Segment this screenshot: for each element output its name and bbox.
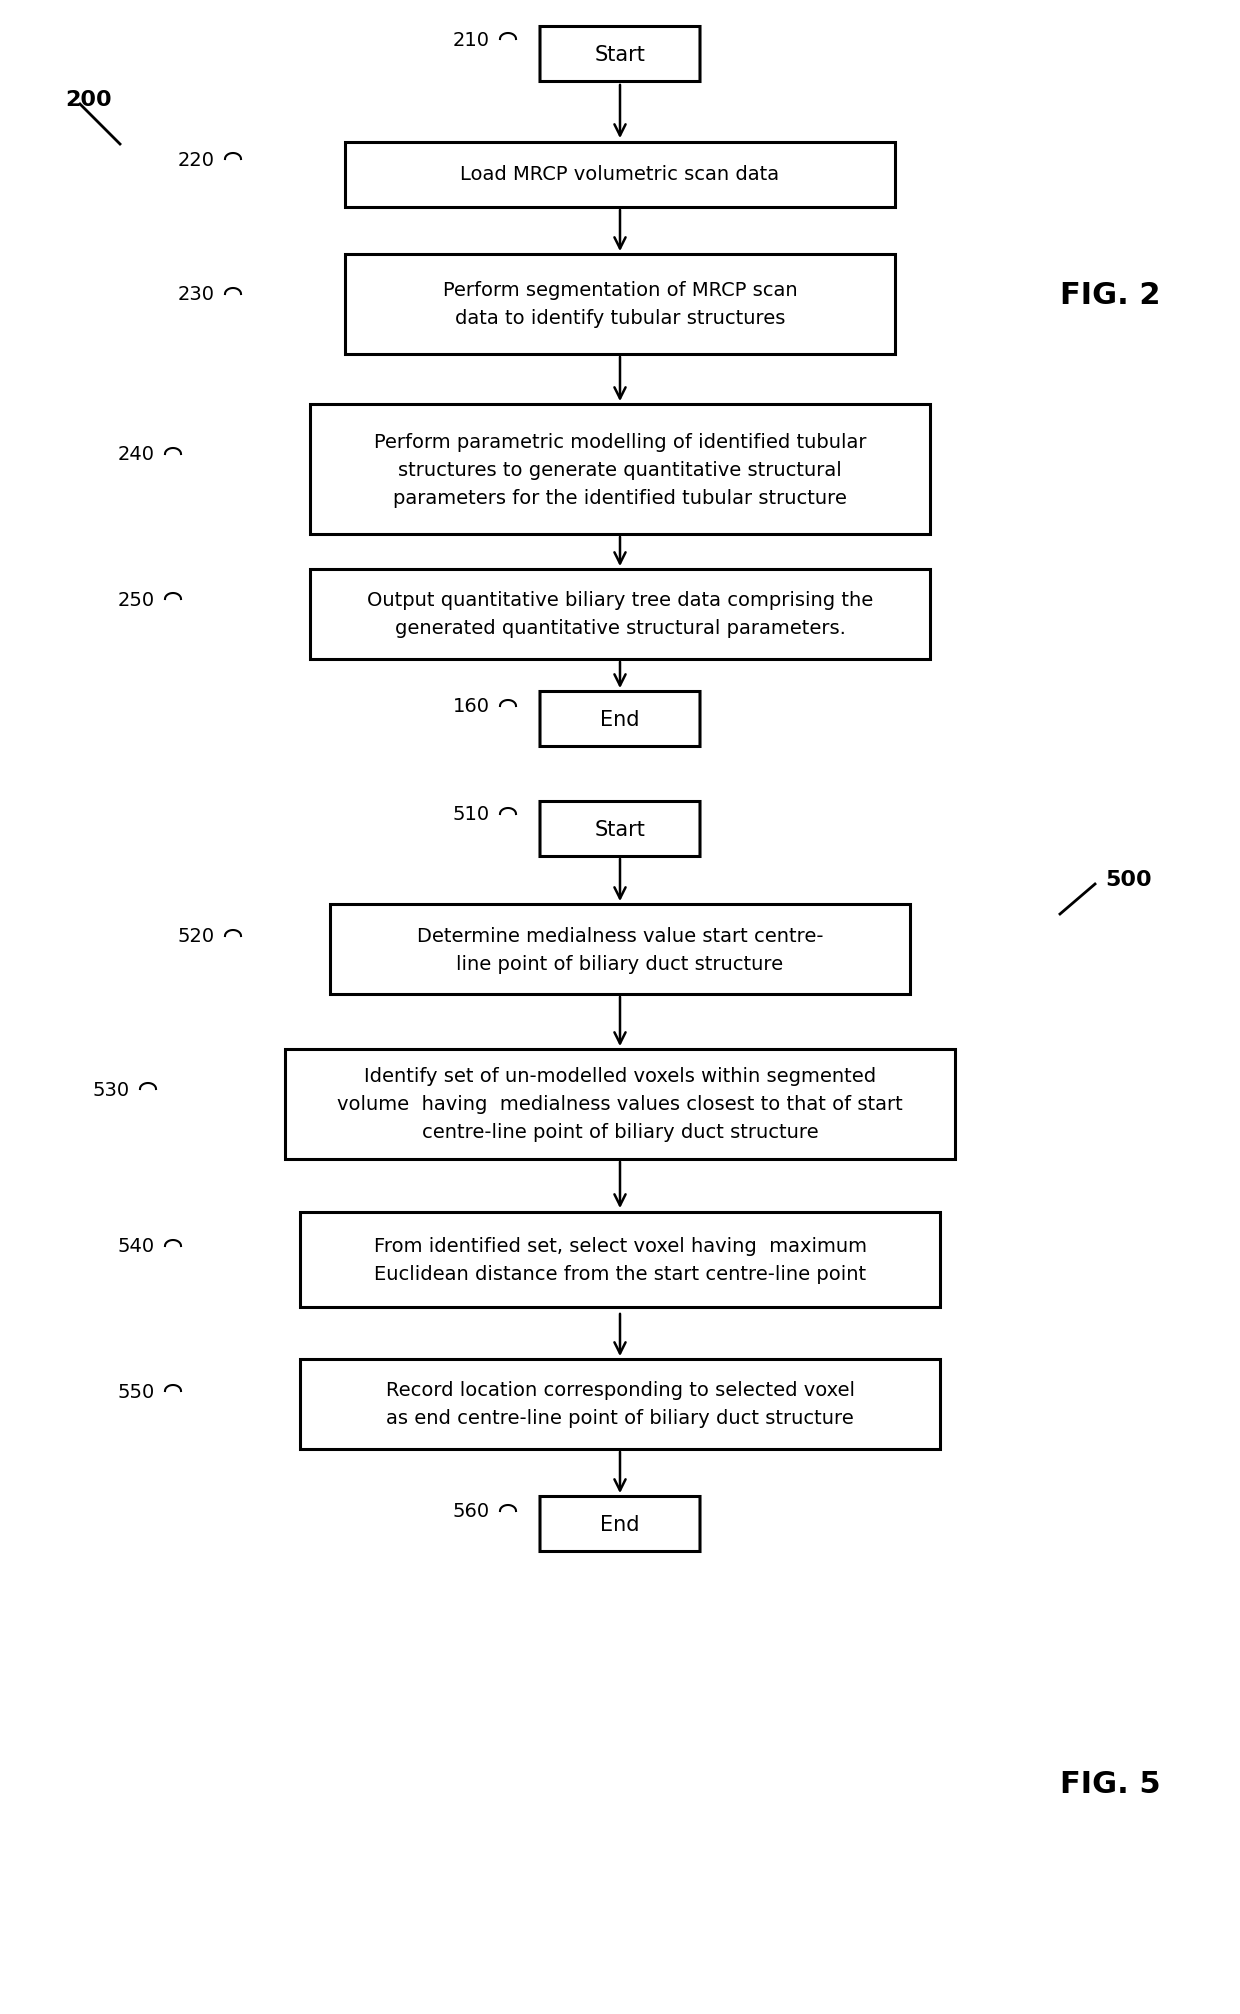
FancyBboxPatch shape [345, 143, 895, 207]
Text: From identified set, select voxel having  maximum
Euclidean distance from the st: From identified set, select voxel having… [373, 1237, 867, 1283]
Text: End: End [600, 709, 640, 729]
Text: 560: 560 [453, 1502, 490, 1521]
FancyBboxPatch shape [330, 904, 910, 995]
Text: FIG. 2: FIG. 2 [1060, 280, 1161, 310]
FancyBboxPatch shape [300, 1359, 940, 1450]
FancyBboxPatch shape [345, 256, 895, 354]
Text: 550: 550 [118, 1382, 155, 1402]
Text: 160: 160 [453, 697, 490, 717]
FancyBboxPatch shape [539, 28, 701, 83]
Text: 240: 240 [118, 445, 155, 465]
Text: Determine medialness value start centre-
line point of biliary duct structure: Determine medialness value start centre-… [417, 926, 823, 973]
Text: Identify set of un-modelled voxels within segmented
volume  having  medialness v: Identify set of un-modelled voxels withi… [337, 1067, 903, 1142]
FancyBboxPatch shape [285, 1049, 955, 1160]
Text: Load MRCP volumetric scan data: Load MRCP volumetric scan data [460, 165, 780, 185]
FancyBboxPatch shape [310, 405, 930, 536]
FancyBboxPatch shape [310, 570, 930, 661]
FancyBboxPatch shape [300, 1212, 940, 1307]
Text: FIG. 5: FIG. 5 [1060, 1770, 1161, 1799]
Text: 210: 210 [453, 30, 490, 50]
FancyBboxPatch shape [539, 1496, 701, 1551]
Text: Perform segmentation of MRCP scan
data to identify tubular structures: Perform segmentation of MRCP scan data t… [443, 282, 797, 328]
Text: 510: 510 [453, 806, 490, 824]
Text: 250: 250 [118, 590, 155, 608]
Text: 220: 220 [179, 151, 215, 169]
Text: Start: Start [594, 44, 646, 64]
FancyBboxPatch shape [539, 693, 701, 747]
Text: Start: Start [594, 820, 646, 840]
Text: 520: 520 [177, 926, 215, 947]
Text: 200: 200 [64, 91, 112, 111]
Text: Output quantitative biliary tree data comprising the
generated quantitative stru: Output quantitative biliary tree data co… [367, 592, 873, 638]
Text: 230: 230 [179, 286, 215, 304]
Text: Record location corresponding to selected voxel
as end centre-line point of bili: Record location corresponding to selecte… [386, 1382, 854, 1428]
Text: 500: 500 [1105, 870, 1152, 890]
Text: 540: 540 [118, 1237, 155, 1257]
FancyBboxPatch shape [539, 802, 701, 858]
Text: 530: 530 [93, 1080, 130, 1100]
Text: Perform parametric modelling of identified tubular
structures to generate quanti: Perform parametric modelling of identifi… [373, 433, 867, 508]
Text: End: End [600, 1515, 640, 1535]
